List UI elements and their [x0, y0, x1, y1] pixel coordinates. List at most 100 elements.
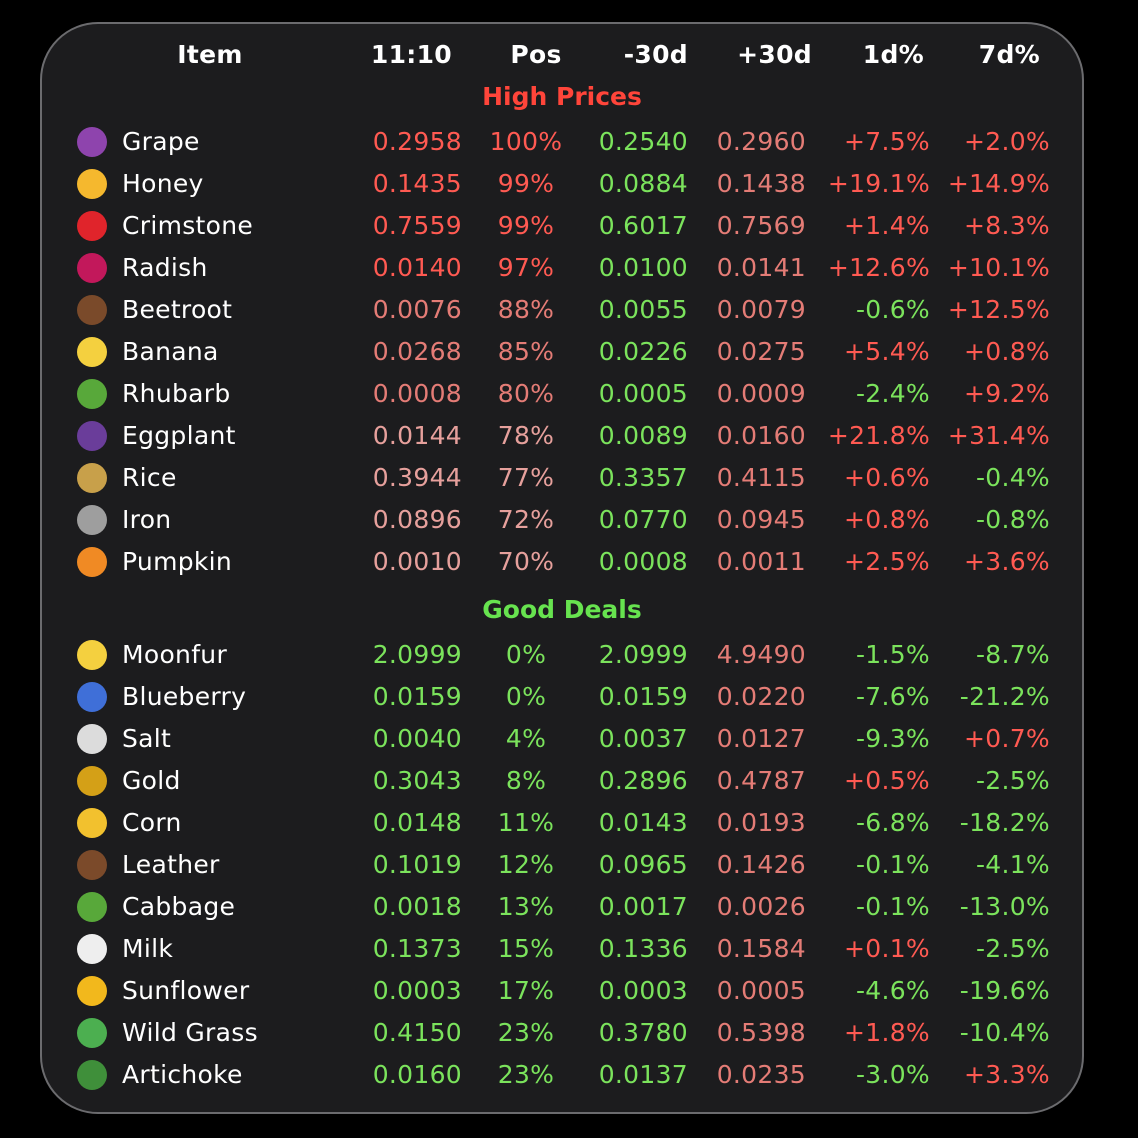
- minus-30d-cell: 0.2896: [598, 766, 688, 795]
- header-item: Item: [177, 40, 243, 69]
- change-1d-cell: +0.5%: [844, 766, 930, 795]
- item-name: Salt: [122, 724, 172, 753]
- change-1d-cell: -4.6%: [855, 976, 930, 1005]
- item-name: Honey: [122, 169, 204, 198]
- price-cell: 0.1435: [372, 169, 462, 198]
- minus-30d-cell: 0.0037: [598, 724, 688, 753]
- price-cell: 0.0003: [372, 976, 462, 1005]
- header-pos: Pos: [510, 40, 562, 69]
- plus-30d-cell: 0.0193: [716, 808, 806, 837]
- item-name: Corn: [122, 808, 182, 837]
- change-1d-cell: +0.1%: [844, 934, 930, 963]
- change-1d-cell: +1.4%: [844, 211, 930, 240]
- change-1d-cell: -6.8%: [855, 808, 930, 837]
- change-7d-cell: -2.5%: [975, 766, 1050, 795]
- header-time: 11:10: [370, 40, 452, 69]
- header-1d: 1d%: [862, 40, 924, 69]
- change-1d-cell: +21.8%: [827, 421, 930, 450]
- price-cell: 0.0010: [372, 547, 462, 576]
- price-cell: 0.0148: [372, 808, 462, 837]
- header-7d: 7d%: [978, 40, 1040, 69]
- sprout-icon: [76, 1017, 108, 1049]
- pos-cell: 0%: [505, 682, 547, 711]
- change-1d-cell: +12.6%: [827, 253, 930, 282]
- change-1d-cell: +7.5%: [844, 127, 930, 156]
- sunflower-icon: [76, 975, 108, 1007]
- iron-icon-shape: [77, 505, 107, 535]
- price-cell: 0.1373: [372, 934, 462, 963]
- pos-cell: 85%: [497, 337, 555, 366]
- minus-30d-cell: 0.0226: [598, 337, 688, 366]
- plus-30d-cell: 0.2960: [716, 127, 806, 156]
- change-1d-cell: -1.5%: [855, 640, 930, 669]
- item-name: Pumpkin: [122, 547, 233, 576]
- change-7d-cell: -10.4%: [959, 1018, 1050, 1047]
- pos-cell: 70%: [497, 547, 555, 576]
- item-name: Leather: [122, 850, 220, 879]
- sprout-icon-shape: [77, 1018, 107, 1048]
- minus-30d-cell: 2.0999: [598, 640, 688, 669]
- plus-30d-cell: 0.0009: [716, 379, 806, 408]
- change-7d-cell: -0.8%: [975, 505, 1050, 534]
- change-7d-cell: +9.2%: [964, 379, 1050, 408]
- minus-30d-cell: 0.0143: [598, 808, 688, 837]
- eggplant-icon-shape: [77, 421, 107, 451]
- minus-30d-cell: 0.0159: [598, 682, 688, 711]
- minus-30d-cell: 0.0055: [598, 295, 688, 324]
- banana-icon-shape: [77, 337, 107, 367]
- pos-cell: 23%: [497, 1060, 555, 1089]
- item-name: Grape: [122, 127, 200, 156]
- pos-cell: 12%: [497, 850, 555, 879]
- change-1d-cell: +19.1%: [827, 169, 930, 198]
- change-7d-cell: -2.5%: [975, 934, 1050, 963]
- plus-30d-cell: 0.0005: [716, 976, 806, 1005]
- gold-icon-shape: [77, 766, 107, 796]
- honey-icon: [76, 168, 108, 200]
- grape-icon-shape: [77, 127, 107, 157]
- beetroot-icon-shape: [77, 295, 107, 325]
- section-title-high-prices: High Prices: [482, 82, 642, 111]
- price-cell: 0.2958: [372, 127, 462, 156]
- price-cell: 0.3944: [372, 463, 462, 492]
- change-7d-cell: +0.8%: [964, 337, 1050, 366]
- item-name: Eggplant: [122, 421, 236, 450]
- plus-30d-cell: 0.0235: [716, 1060, 806, 1089]
- change-7d-cell: +0.7%: [964, 724, 1050, 753]
- grape-icon: [76, 126, 108, 158]
- price-cell: 0.0159: [372, 682, 462, 711]
- change-1d-cell: -0.1%: [855, 892, 930, 921]
- milk-icon: [76, 933, 108, 965]
- pos-cell: 77%: [497, 463, 555, 492]
- change-7d-cell: +31.4%: [947, 421, 1050, 450]
- cabbage-icon-shape: [77, 892, 107, 922]
- change-7d-cell: -18.2%: [959, 808, 1050, 837]
- item-name: Beetroot: [122, 295, 233, 324]
- price-cell: 0.0140: [372, 253, 462, 282]
- minus-30d-cell: 0.3780: [598, 1018, 688, 1047]
- change-1d-cell: +5.4%: [844, 337, 930, 366]
- change-1d-cell: -2.4%: [855, 379, 930, 408]
- radish-icon-shape: [77, 253, 107, 283]
- pos-cell: 11%: [497, 808, 555, 837]
- price-cell: 0.4150: [372, 1018, 462, 1047]
- price-cell: 0.7559: [372, 211, 462, 240]
- plus-30d-cell: 0.1438: [716, 169, 806, 198]
- plus-30d-cell: 0.0160: [716, 421, 806, 450]
- pos-cell: 100%: [489, 127, 563, 156]
- change-7d-cell: -8.7%: [975, 640, 1050, 669]
- item-name: Banana: [122, 337, 219, 366]
- section-title-good-deals: Good Deals: [482, 595, 642, 624]
- change-7d-cell: +8.3%: [964, 211, 1050, 240]
- plus-30d-cell: 0.1426: [716, 850, 806, 879]
- corn-icon: [76, 807, 108, 839]
- pos-cell: 15%: [497, 934, 555, 963]
- blueberry-icon: [76, 681, 108, 713]
- plus-30d-cell: 0.0945: [716, 505, 806, 534]
- minus-30d-cell: 0.6017: [598, 211, 688, 240]
- change-1d-cell: -3.0%: [855, 1060, 930, 1089]
- plus-30d-cell: 0.7569: [716, 211, 806, 240]
- gold-icon: [76, 765, 108, 797]
- header-plus-30d: +30d: [737, 40, 812, 69]
- plus-30d-cell: 0.0275: [716, 337, 806, 366]
- minus-30d-cell: 0.0100: [598, 253, 688, 282]
